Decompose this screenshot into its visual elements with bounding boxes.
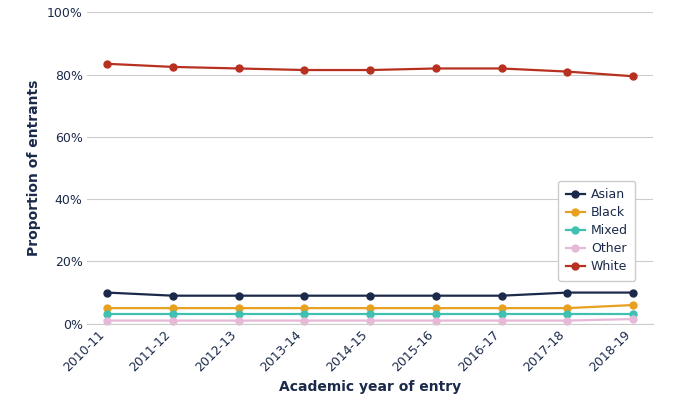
Mixed <box>169 312 177 317</box>
Mixed <box>497 312 505 317</box>
Black <box>629 303 637 308</box>
White <box>300 68 308 73</box>
Asian <box>300 293 308 298</box>
Line: White: White <box>104 60 637 80</box>
Other <box>235 318 243 323</box>
Legend: Asian, Black, Mixed, Other, White: Asian, Black, Mixed, Other, White <box>559 181 635 281</box>
Asian <box>563 290 571 295</box>
Mixed <box>235 312 243 317</box>
Other <box>366 318 374 323</box>
Black <box>366 305 374 310</box>
Asian <box>103 290 111 295</box>
Black <box>169 305 177 310</box>
Other <box>629 317 637 322</box>
Black <box>497 305 505 310</box>
Line: Black: Black <box>104 302 637 312</box>
Black <box>103 305 111 310</box>
White <box>563 69 571 74</box>
Other <box>497 318 505 323</box>
Mixed <box>366 312 374 317</box>
Line: Asian: Asian <box>104 289 637 299</box>
Black <box>432 305 440 310</box>
Other <box>169 318 177 323</box>
Mixed <box>103 312 111 317</box>
White <box>366 68 374 73</box>
Mixed <box>432 312 440 317</box>
Y-axis label: Proportion of entrants: Proportion of entrants <box>27 80 41 256</box>
White <box>235 66 243 71</box>
Mixed <box>629 312 637 317</box>
Black <box>235 305 243 310</box>
White <box>497 66 505 71</box>
Asian <box>629 290 637 295</box>
Asian <box>366 293 374 298</box>
Other <box>563 318 571 323</box>
Line: Other: Other <box>104 315 637 324</box>
Black <box>300 305 308 310</box>
X-axis label: Academic year of entry: Academic year of entry <box>279 380 461 394</box>
White <box>629 74 637 79</box>
White <box>432 66 440 71</box>
Mixed <box>300 312 308 317</box>
White <box>103 61 111 66</box>
Black <box>563 305 571 310</box>
Asian <box>497 293 505 298</box>
Other <box>432 318 440 323</box>
Mixed <box>563 312 571 317</box>
Other <box>300 318 308 323</box>
Line: Mixed: Mixed <box>104 311 637 318</box>
Asian <box>235 293 243 298</box>
Asian <box>432 293 440 298</box>
Asian <box>169 293 177 298</box>
White <box>169 64 177 69</box>
Other <box>103 318 111 323</box>
